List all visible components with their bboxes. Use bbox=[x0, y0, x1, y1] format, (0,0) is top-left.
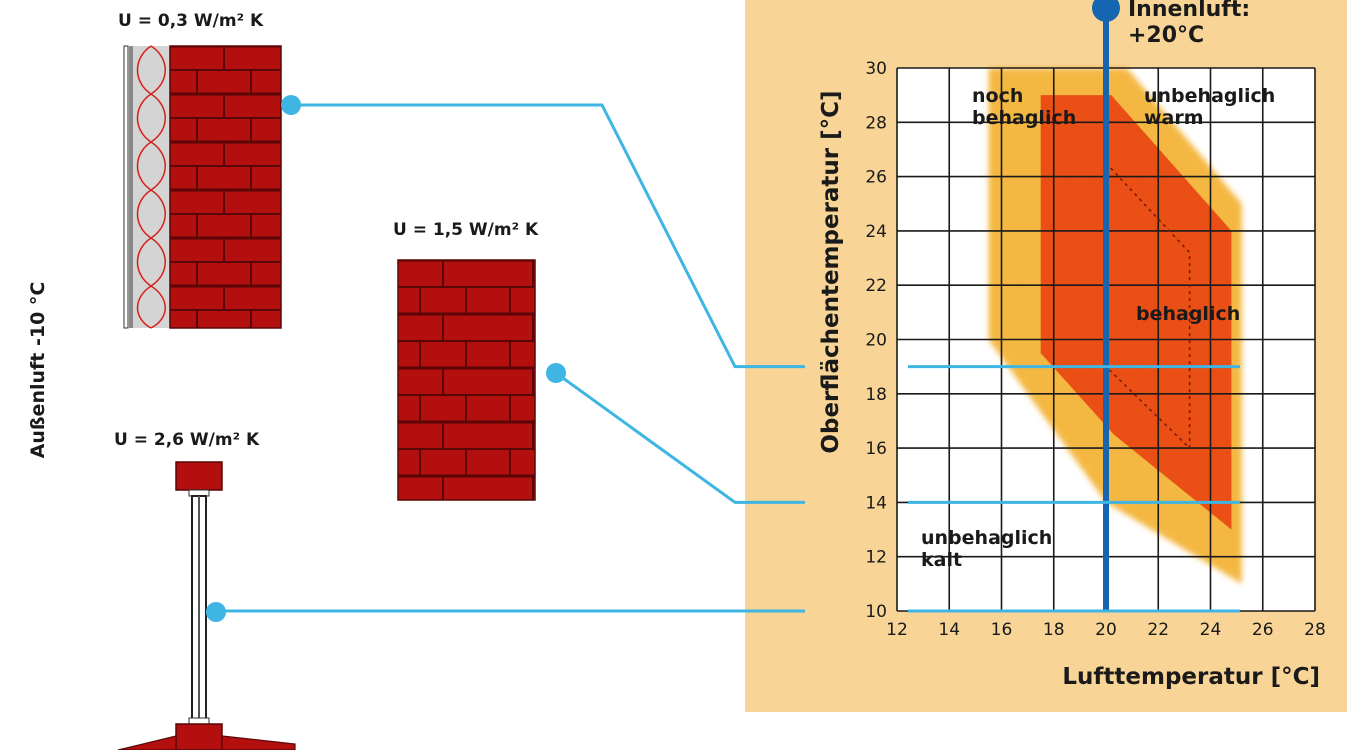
y-tick-label: 14 bbox=[865, 493, 887, 513]
x-tick-label: 14 bbox=[938, 620, 960, 640]
connector-wall-2 bbox=[555, 371, 805, 504]
wall-brick: U = 1,5 W/m² K bbox=[393, 220, 539, 501]
indoor-air-label: Innenluft: +20°C bbox=[1128, 0, 1258, 48]
label-noch-behaglich: noch behaglich bbox=[972, 85, 1076, 129]
y-tick-label: 26 bbox=[865, 168, 887, 188]
lintel bbox=[175, 461, 223, 491]
x-tick-label: 18 bbox=[1043, 620, 1065, 640]
y-axis-title: Oberflächentemperatur [°C] bbox=[818, 90, 844, 453]
x-tick-label: 16 bbox=[991, 620, 1013, 640]
wall-3-u-value: U = 2,6 W/m² K bbox=[114, 430, 260, 450]
y-tick-label: 12 bbox=[865, 548, 887, 568]
y-tick-label: 18 bbox=[865, 385, 887, 405]
brick-wall-2 bbox=[397, 259, 536, 501]
wall-3-marker bbox=[206, 602, 226, 622]
x-tick-label: 20 bbox=[1095, 620, 1117, 640]
y-tick-label: 28 bbox=[865, 113, 887, 133]
wall-1-u-value: U = 0,3 W/m² K bbox=[118, 11, 264, 31]
wall-insulated: U = 0,3 W/m² K bbox=[118, 11, 282, 329]
wall-1-marker bbox=[281, 95, 301, 115]
label-unbehaglich-warm: unbehaglich warm bbox=[1144, 85, 1282, 129]
connector-lines bbox=[206, 95, 1240, 622]
outside-air-label: Außenluft -10 °C bbox=[27, 282, 49, 459]
x-tick-label: 12 bbox=[886, 620, 908, 640]
y-tick-label: 16 bbox=[865, 439, 887, 459]
y-tick-label: 30 bbox=[865, 59, 887, 79]
sill-brick bbox=[175, 723, 223, 750]
brick-wall-1 bbox=[169, 45, 282, 329]
x-tick-label: 22 bbox=[1147, 620, 1169, 640]
comfort-zones bbox=[988, 68, 1242, 584]
connector-wall-1 bbox=[291, 103, 805, 369]
y-tick-labels: 10 12 14 16 18 20 22 24 26 28 30 bbox=[865, 59, 887, 622]
wall-2-u-value: U = 1,5 W/m² K bbox=[393, 220, 539, 240]
y-tick-label: 20 bbox=[865, 331, 887, 351]
insulation-hatch bbox=[136, 45, 166, 329]
x-axis-title: Lufttemperatur [°C] bbox=[1062, 664, 1320, 690]
x-tick-labels: 12 14 16 18 20 22 24 26 28 bbox=[886, 620, 1326, 640]
indoor-air-marker bbox=[1092, 0, 1120, 22]
x-tick-label: 28 bbox=[1304, 620, 1326, 640]
label-behaglich: behaglich bbox=[1136, 303, 1240, 325]
y-tick-label: 22 bbox=[865, 276, 887, 296]
wall-2-marker bbox=[546, 363, 566, 383]
y-tick-label: 24 bbox=[865, 222, 887, 242]
chart-grid bbox=[896, 67, 1316, 612]
window-sill bbox=[117, 735, 296, 750]
x-tick-label: 26 bbox=[1252, 620, 1274, 640]
wall-window: U = 2,6 W/m² K bbox=[114, 430, 296, 750]
region-labels: noch behaglich unbehaglich warm behaglic… bbox=[921, 85, 1282, 571]
label-unbehaglich-kalt: unbehaglich kalt bbox=[921, 527, 1059, 571]
x-tick-label: 24 bbox=[1200, 620, 1222, 640]
y-tick-label: 10 bbox=[865, 602, 887, 622]
zone-inner bbox=[1040, 95, 1232, 530]
